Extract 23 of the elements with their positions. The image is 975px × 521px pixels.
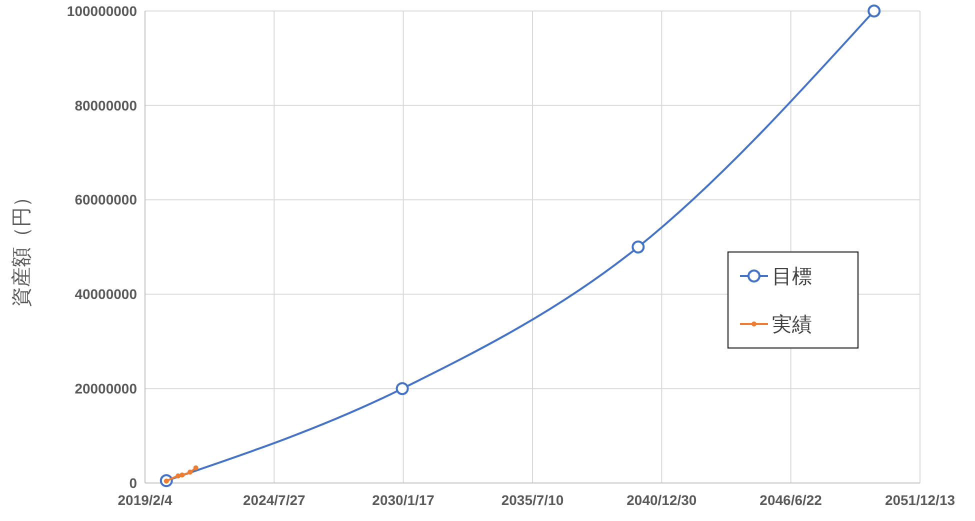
x-tick-label: 2019/2/4 — [118, 492, 172, 508]
legend-label: 実績 — [772, 313, 812, 336]
point — [188, 470, 193, 475]
point — [868, 4, 881, 18]
point — [193, 465, 198, 470]
point — [396, 382, 409, 396]
y-axis-title: 資産額（円） — [11, 187, 33, 307]
point — [632, 240, 645, 254]
y-tick-label: 40000000 — [74, 286, 138, 302]
y-tick-label: 80000000 — [74, 97, 138, 114]
x-tick-label: 2030/1/17 — [372, 492, 435, 508]
x-tick-label: 2035/7/10 — [501, 492, 564, 508]
x-tick-label: 2046/6/22 — [760, 492, 822, 508]
x-tick-label: 2051/12/13 — [884, 492, 956, 508]
x-tick-label: 2024/7/27 — [243, 492, 306, 508]
y-tick-label: 0 — [129, 474, 138, 491]
legend-label: 目標 — [772, 266, 812, 288]
point — [180, 472, 185, 478]
y-tick-label: 20000000 — [74, 380, 138, 396]
x-tick-label: 2040/12/30 — [626, 492, 697, 508]
y-tick-label: 100000000 — [66, 2, 138, 19]
point — [176, 473, 181, 478]
y-tick-label: 60000000 — [74, 192, 138, 208]
